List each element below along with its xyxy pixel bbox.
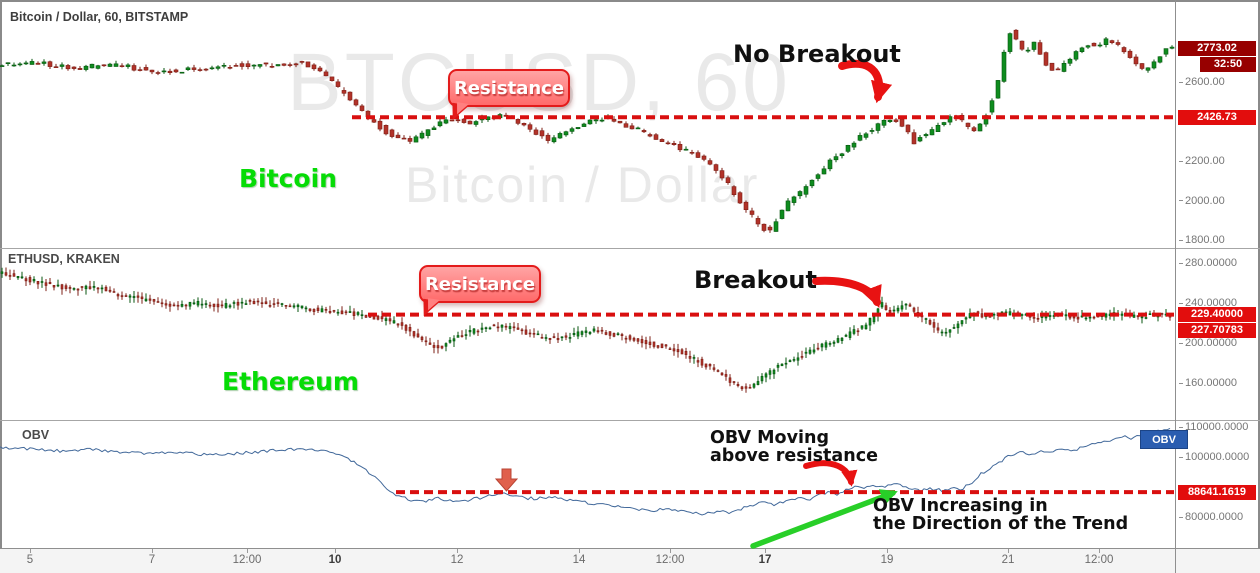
time-tick-label: 12:00 xyxy=(232,554,262,566)
price-tick-label: 2200.00 xyxy=(1179,155,1225,167)
obv-series-badge: OBV xyxy=(1140,430,1188,449)
time-tick xyxy=(457,549,458,553)
time-tick xyxy=(152,549,153,553)
breakout-arrow xyxy=(812,276,882,309)
obv-moving-annotation: OBV Moving above resistance xyxy=(710,429,878,466)
btc-panel-title[interactable]: Bitcoin / Dollar, 60, BITSTAMP xyxy=(10,10,189,24)
price-tick-label: 240.00000 xyxy=(1179,297,1237,309)
eth-resistance-callout: Resistance xyxy=(419,265,541,303)
obv-moving-line2: above resistance xyxy=(710,446,878,467)
resistance-price-badge: 227.70783 xyxy=(1178,323,1256,339)
last-price-badge: 2773.02 xyxy=(1178,41,1256,57)
price-tick-label: 160.00000 xyxy=(1179,377,1237,389)
time-tick xyxy=(1008,549,1009,553)
price-tick-label: 200.00000 xyxy=(1179,337,1237,349)
price-tick-label: 1800.00 xyxy=(1179,234,1225,246)
time-tick xyxy=(579,549,580,553)
time-tick-label: 14 xyxy=(572,554,586,566)
time-tick-label: 10 xyxy=(328,554,342,566)
time-tick-label: 12 xyxy=(450,554,464,566)
time-tick xyxy=(247,549,248,553)
time-tick-label: 12:00 xyxy=(1084,554,1114,566)
eth-resistance-callout-text: Resistance xyxy=(424,273,536,295)
bitcoin-label: Bitcoin xyxy=(239,164,337,193)
btc-resistance-callout: Resistance xyxy=(448,69,570,107)
price-tick-label: 110000.0000 xyxy=(1179,421,1248,433)
time-tick-label: 17 xyxy=(758,554,772,566)
price-tick-label: 2600.00 xyxy=(1179,76,1225,88)
no-breakout-annotation: No Breakout xyxy=(733,40,901,68)
time-tick-label: 12:00 xyxy=(655,554,685,566)
time-tick xyxy=(30,549,31,553)
no-breakout-arrow xyxy=(838,59,893,104)
btc-resistance-callout-text: Resistance xyxy=(453,77,565,99)
time-tick xyxy=(887,549,888,553)
time-tick xyxy=(670,549,671,553)
resistance-price-badge: 229.40000 xyxy=(1178,307,1256,323)
obv-indicator-label[interactable]: OBV xyxy=(22,428,50,442)
price-tick-label: 80000.0000 xyxy=(1179,511,1243,523)
watermark: BTCUSD, 60 Bitcoin / Dollar xyxy=(0,0,1175,248)
obv-moving-line1: OBV Moving xyxy=(710,428,829,448)
pane-separator[interactable] xyxy=(0,248,1260,249)
time-tick xyxy=(765,549,766,553)
resistance-price-badge: 88641.1619 xyxy=(1178,484,1256,500)
obv-increasing-annotation: OBV Increasing in the Direction of the T… xyxy=(873,497,1128,534)
eth-panel-title[interactable]: ETHUSD, KRAKEN xyxy=(8,252,120,266)
resistance-price-badge: 2426.73 xyxy=(1178,109,1256,125)
price-tick-label: 100000.0000 xyxy=(1179,451,1249,463)
last-price-badge: 32:50 xyxy=(1200,57,1256,73)
pane-separator[interactable] xyxy=(0,420,1260,421)
time-axis[interactable]: 5 7 12:00 10 12 14 12:00 17 19 21 12:00 xyxy=(0,548,1260,573)
ethereum-label: Ethereum xyxy=(222,367,359,396)
time-tick xyxy=(335,549,336,553)
price-tick-label: 280.00000 xyxy=(1179,257,1237,269)
price-tick-label: 2000.00 xyxy=(1179,195,1225,207)
time-tick-label: 7 xyxy=(148,554,156,566)
obv-trend-arrow xyxy=(750,489,898,549)
price-axis[interactable]: 2600.00 2200.00 2000.00 1800.00 2773.02 32:50… xyxy=(1175,0,1260,573)
breakout-annotation: Breakout xyxy=(694,266,817,294)
obv-drop-marker-icon xyxy=(494,468,519,492)
time-tick xyxy=(1099,549,1100,553)
obv-increasing-line1: OBV Increasing in xyxy=(873,496,1048,516)
time-tick-label: 5 xyxy=(26,554,34,566)
time-tick-label: 19 xyxy=(880,554,894,566)
watermark-name: Bitcoin / Dollar xyxy=(405,157,760,213)
obv-increasing-line2: the Direction of the Trend xyxy=(873,514,1129,535)
time-tick-label: 21 xyxy=(1001,554,1015,566)
